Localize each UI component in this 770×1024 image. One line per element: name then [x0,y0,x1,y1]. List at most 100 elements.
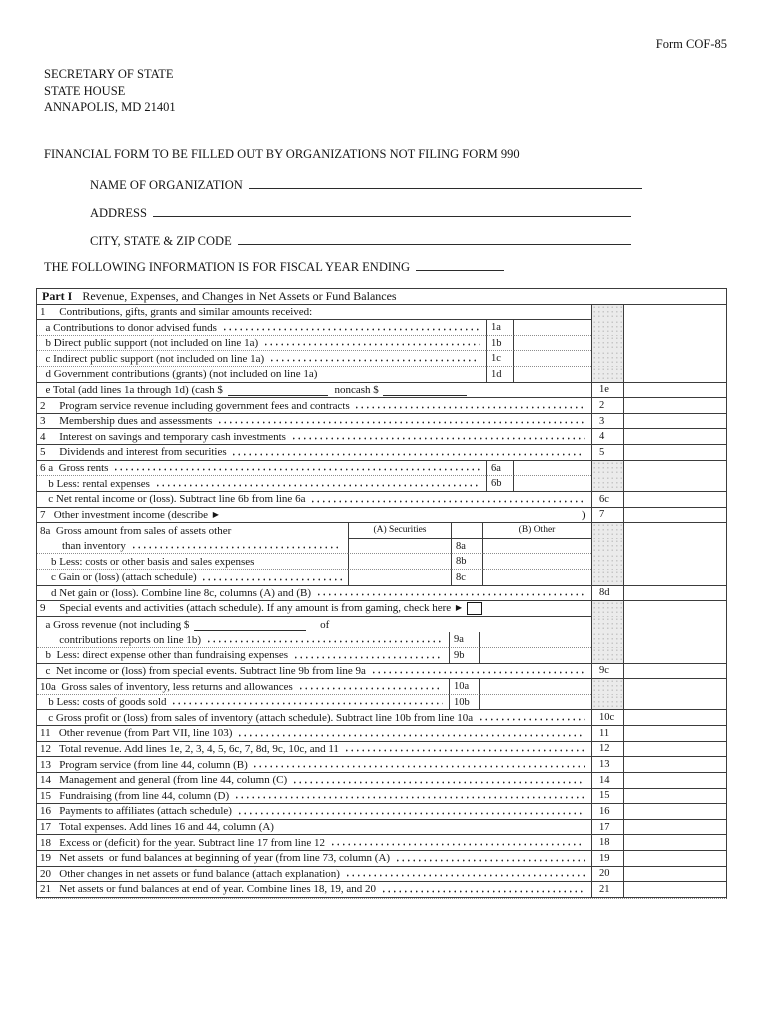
row-description: 14 Management and general (from line 44,… [37,772,591,789]
fiscal-year-input[interactable] [416,258,505,271]
line-number-label: 6a [491,462,501,474]
line-number-label: 14 [599,774,610,786]
securities-amount-field[interactable] [348,538,451,555]
amount-field[interactable] [514,367,591,383]
securities-amount-field[interactable] [348,569,451,586]
amount-field[interactable] [514,336,591,352]
address-input[interactable] [152,204,631,217]
amount-field[interactable] [624,414,726,430]
line-number-label: 9a [454,634,464,646]
cash-amount-input[interactable] [227,383,328,397]
dotted-leader [342,741,585,757]
row-text: 9 Special events and activities (attach … [40,602,454,615]
securities-column-header: (A) Securities [348,523,451,539]
row-text: c Indirect public support (not included … [40,352,267,365]
amount-field[interactable] [480,648,591,664]
amount-region [624,695,726,711]
amount-field[interactable] [624,445,726,461]
line-number-cell: 1e [591,382,624,399]
amount-field[interactable] [624,867,726,883]
other-amount-field[interactable] [483,539,591,555]
amount-field[interactable] [624,835,726,851]
row-description: 2 Program service revenue including gove… [37,398,591,414]
amount-field[interactable] [624,508,726,524]
line-number-cell: 3 [591,413,624,430]
dotted-leader [393,850,585,866]
amount-region [624,554,726,570]
shaded-cell [591,632,624,649]
amount-field[interactable] [624,757,726,773]
shaded-cell [591,694,624,711]
amount-field[interactable] [624,820,726,836]
amount-field[interactable] [514,461,591,477]
row-description: 8a Gross amount from sales of assets oth… [37,523,348,539]
row-main: 15 Fundraising (from line 44, column (D) [37,788,591,805]
line-number-cell: 17 [591,819,624,836]
row-description: b Less: direct expense other than fundra… [37,648,449,664]
amount-field[interactable] [624,789,726,805]
row-text: than inventory [40,540,129,553]
other-amount-field[interactable] [483,570,591,586]
line-number-cell: 6a [486,460,514,477]
amount-field[interactable] [624,882,726,898]
amount-field[interactable] [624,586,726,602]
line-number-cell: 9c [591,663,624,680]
row-text: a Contributions to donor advised funds [40,321,220,334]
dotted-leader [129,538,342,554]
amount-field[interactable] [624,804,726,820]
table-row: 1 Contributions, gifts, grants and simil… [37,304,726,321]
line-number-cell: 12 [591,741,624,758]
table-row: 14 Management and general (from line 44,… [37,772,726,789]
amount-field[interactable] [624,710,726,727]
other-amount-field[interactable] [483,554,591,570]
amount-field[interactable] [480,695,591,711]
amount-field[interactable] [514,320,591,336]
amount-field[interactable] [624,742,726,758]
amount-field[interactable] [514,351,591,368]
amount-field[interactable] [514,476,591,492]
line-number-cell: 7 [591,507,624,524]
amount-region [624,679,726,695]
line-number-cell: 8b [451,554,483,570]
amount-field[interactable] [624,398,726,414]
amount-field[interactable] [624,726,726,742]
name-of-organization-input[interactable] [248,176,642,189]
amount-field[interactable] [624,773,726,789]
amount-field[interactable] [624,429,726,446]
row-main: 14 Management and general (from line 44,… [37,772,591,789]
amount-field[interactable] [624,383,726,399]
table-row: 15 Fundraising (from line 44, column (D)… [37,788,726,805]
table-row: b Less: costs of goods sold 10b [37,694,726,711]
amount-region [624,601,726,617]
securities-header-label: (A) Securities [373,525,427,536]
row-text: noncash $ [331,383,382,396]
amount-field[interactable] [480,679,591,695]
row-description: 15 Fundraising (from line 44, column (D) [37,788,591,805]
amount-field[interactable] [624,492,726,508]
gaming-checkbox[interactable] [467,601,483,615]
line-number-label: 11 [599,727,610,739]
noncash-amount-input[interactable] [383,383,468,397]
shaded-cell [591,320,624,336]
amount-field[interactable] [624,851,726,867]
line-number-label: 12 [599,743,610,755]
amount-field[interactable] [480,632,591,649]
line-number-cell: 1a [486,320,514,336]
securities-amount-field[interactable] [348,554,451,570]
line-number-label: 18 [599,837,610,849]
part1-table: Part I Revenue, Expenses, and Changes in … [36,288,727,899]
name-of-organization-field: NAME OF ORGANIZATION [90,176,642,193]
row-text: contributions reports on line 1b) [40,633,204,646]
line-number-label: 16 [599,805,610,817]
line-number-cell: 8d [591,585,624,602]
gross-revenue-input[interactable] [194,618,307,632]
row-description: c Indirect public support (not included … [37,351,486,368]
row-main: 10a Gross sales of inventory, less retur… [37,679,591,695]
city-state-zip-input[interactable] [237,232,631,245]
table-row: 7 Other investment income (describe ▶) 7 [37,507,726,524]
amount-region [624,476,726,492]
row-description: 3 Membership dues and assessments [37,413,591,430]
row-main: d Net gain or (loss). Combine line 8c, c… [37,585,591,602]
line-number-cell: 6b [486,476,514,492]
amount-field[interactable] [624,664,726,680]
